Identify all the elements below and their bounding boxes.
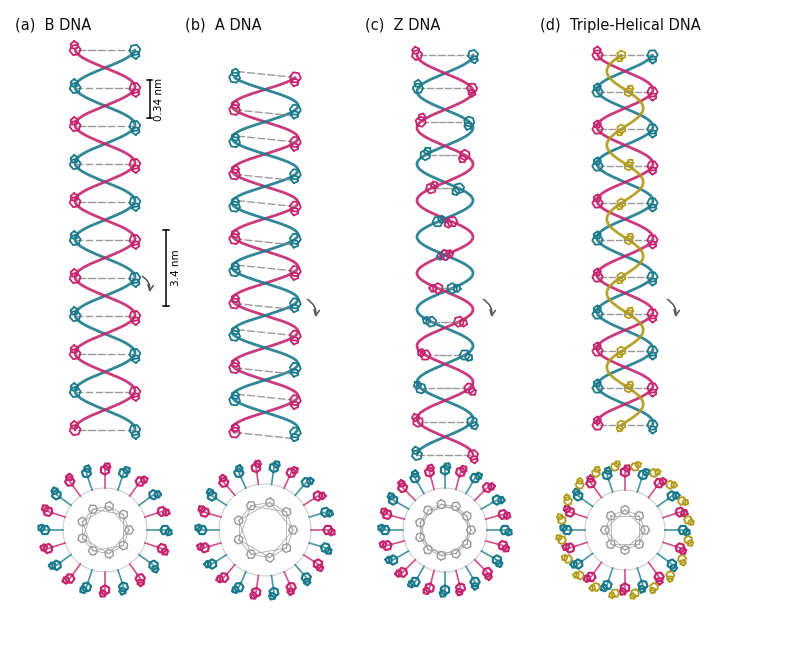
Text: (c)  Z DNA: (c) Z DNA xyxy=(365,18,440,33)
Text: 0.34 nm: 0.34 nm xyxy=(154,78,164,121)
Text: 3.4 nm: 3.4 nm xyxy=(171,250,181,286)
Text: (d)  Triple-Helical DNA: (d) Triple-Helical DNA xyxy=(540,18,701,33)
Text: (a)  B DNA: (a) B DNA xyxy=(15,18,91,33)
Text: (b)  A DNA: (b) A DNA xyxy=(185,18,262,33)
